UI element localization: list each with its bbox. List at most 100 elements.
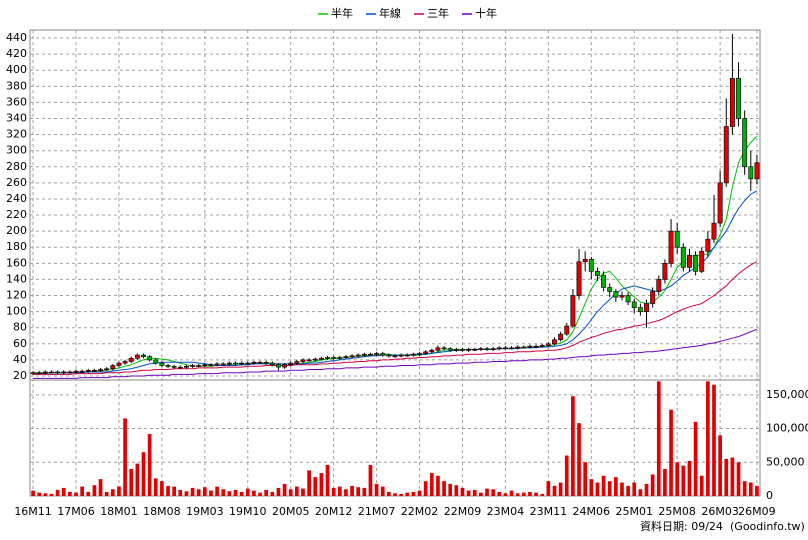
volume-bar xyxy=(736,462,741,496)
candle-body xyxy=(30,372,36,375)
candle-body xyxy=(122,361,128,364)
candle-body xyxy=(128,357,134,362)
candle-body xyxy=(650,291,656,304)
candle-body xyxy=(398,354,404,357)
volume-bar xyxy=(233,489,238,496)
date-note: 資料日期: 09/24 xyxy=(640,519,723,533)
volume-tick-label: 150,000 xyxy=(766,388,808,401)
volume-bar xyxy=(110,489,115,496)
volume-bar xyxy=(656,381,661,496)
candle-body xyxy=(588,259,594,272)
volume-bar xyxy=(675,462,680,496)
volume-bar xyxy=(448,483,453,496)
volume-bar xyxy=(491,489,495,496)
y-tick-label: 40 xyxy=(13,353,27,366)
volume-bar xyxy=(362,487,367,496)
candle-body xyxy=(49,371,54,374)
volume-bar xyxy=(681,465,686,496)
candle-body xyxy=(282,364,288,368)
volume-bar xyxy=(620,482,624,496)
candle-body xyxy=(613,291,619,298)
candle-body xyxy=(607,287,613,292)
volume-bar xyxy=(730,457,735,496)
x-tick-label: 16M11 xyxy=(14,505,52,518)
candle-body xyxy=(61,371,67,374)
volume-bar xyxy=(239,491,244,496)
candle-body xyxy=(576,261,582,296)
volume-bar xyxy=(571,396,575,496)
candle-body xyxy=(306,359,312,362)
candle-body xyxy=(558,333,564,341)
candle-body xyxy=(91,370,97,372)
x-tick-label: 25M01 xyxy=(615,505,653,518)
candle-body xyxy=(226,362,232,365)
candle-body xyxy=(349,355,355,358)
volume-bar xyxy=(135,463,140,496)
y-tick-label: 220 xyxy=(6,208,27,221)
candle-body xyxy=(73,370,79,373)
volume-bar xyxy=(607,481,612,496)
volume-bar xyxy=(601,475,606,496)
x-tick-label: 21M07 xyxy=(358,505,396,518)
volume-bar xyxy=(49,493,54,496)
candle-body xyxy=(190,365,196,367)
candle-body xyxy=(484,348,490,350)
volume-tick-label: 50,000 xyxy=(766,455,805,468)
candle-body xyxy=(331,357,337,359)
x-tick-label: 22M09 xyxy=(444,505,482,518)
volume-bar xyxy=(540,493,545,496)
volume-bar xyxy=(307,470,311,496)
volume-bar xyxy=(380,486,385,496)
candle-body xyxy=(490,348,496,350)
candle-body xyxy=(392,355,398,358)
y-tick-label: 360 xyxy=(6,95,27,108)
volume-bar xyxy=(552,485,557,496)
volume-bar xyxy=(68,491,72,496)
volume-bar xyxy=(436,475,440,496)
y-tick-label: 120 xyxy=(6,289,27,302)
legend-label: 年線 xyxy=(379,6,401,20)
ma-line xyxy=(33,190,758,375)
candle-body xyxy=(453,349,459,351)
volume-bar xyxy=(153,478,158,496)
candle-body xyxy=(631,301,637,308)
volume-bar xyxy=(466,490,471,496)
volume-bar xyxy=(264,489,269,496)
candle-body xyxy=(545,343,551,346)
volume-bar xyxy=(503,493,508,496)
candle-body xyxy=(343,356,349,358)
candle-body xyxy=(662,263,668,280)
candle-body xyxy=(386,354,392,357)
legend-label: 半年 xyxy=(331,6,353,20)
candle-body xyxy=(325,357,330,359)
candle-body xyxy=(674,230,680,248)
candle-body xyxy=(153,359,159,364)
volume-bar xyxy=(31,490,35,496)
x-tick-label: 25M08 xyxy=(658,505,696,518)
volume-bar xyxy=(663,469,667,496)
volume-bar xyxy=(147,433,152,496)
y-tick-label: 280 xyxy=(6,160,27,173)
candle-body xyxy=(736,77,741,119)
candle-body xyxy=(441,347,447,350)
candle-body xyxy=(742,118,748,168)
y-tick-label: 380 xyxy=(6,79,27,92)
candle-body xyxy=(533,345,539,348)
candle-body xyxy=(601,275,607,288)
volume-bar xyxy=(632,482,637,496)
candle-body xyxy=(171,366,177,368)
candle-body xyxy=(515,346,521,349)
y-tick-label: 160 xyxy=(6,256,27,269)
candle-body xyxy=(116,362,122,366)
y-tick-label: 260 xyxy=(6,176,27,189)
volume-bar xyxy=(638,489,643,496)
volume-bar xyxy=(117,486,121,496)
volume-bar xyxy=(454,485,459,496)
volume-bar xyxy=(92,485,97,496)
y-tick-label: 440 xyxy=(6,31,27,44)
volume-bar xyxy=(141,452,146,496)
volume-bar xyxy=(356,487,361,496)
volume-bar xyxy=(80,486,84,496)
candle-body xyxy=(748,166,754,180)
x-tick-label: 23M11 xyxy=(530,505,568,518)
